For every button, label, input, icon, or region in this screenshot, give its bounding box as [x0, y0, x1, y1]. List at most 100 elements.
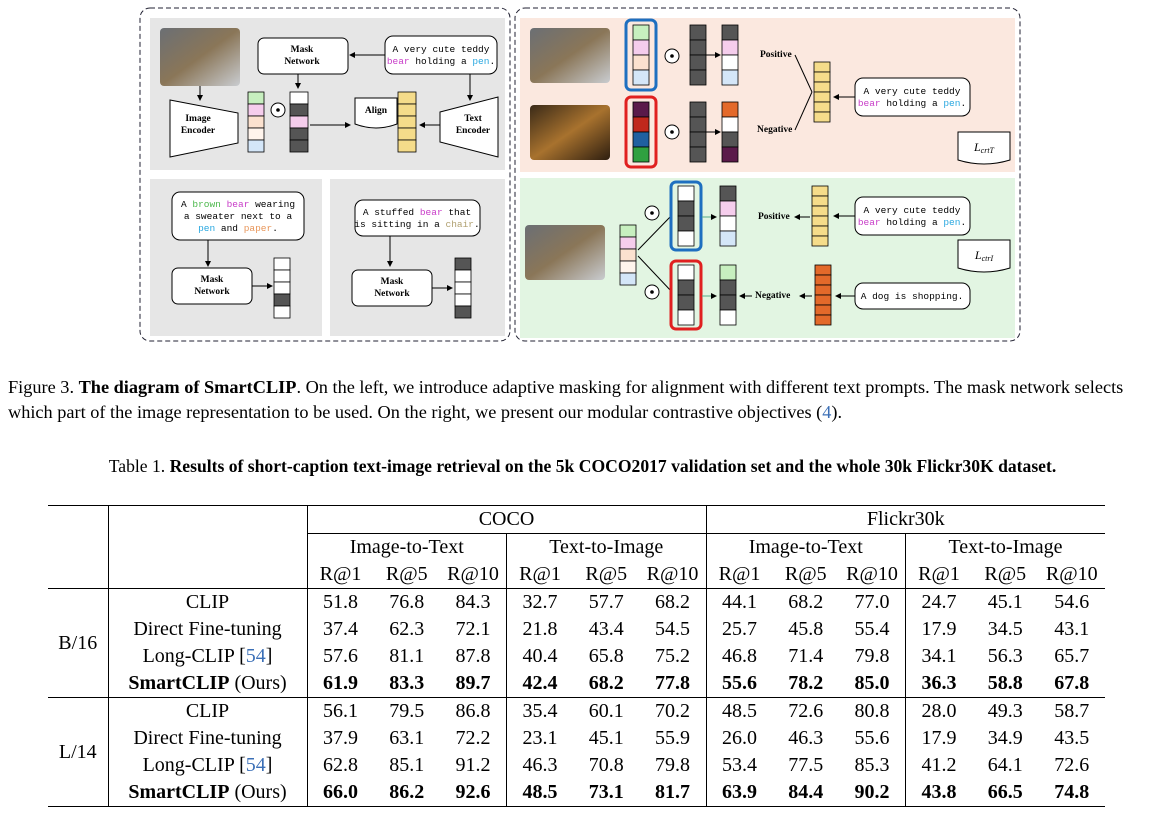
vector-cell: [813, 81, 831, 93]
value: 55.9: [655, 727, 690, 749]
table-row: Long-CLIP [54] 62.8 85.1 91.2 46.3 70.8 79.8 53…: [48, 752, 1105, 779]
right-frame: [514, 7, 1021, 342]
value: 81.1: [389, 645, 425, 667]
positive-label: Positive: [758, 212, 790, 222]
value: 90.2: [839, 779, 906, 807]
value: 85.0: [839, 670, 906, 698]
vector-cell: [814, 314, 832, 326]
backbone: B/16: [48, 588, 108, 698]
mask-network-label: Network: [194, 287, 230, 297]
vector-cell: [454, 269, 472, 283]
mask-network-label: Network: [284, 57, 320, 67]
vector-cell: [619, 236, 637, 250]
method: Direct Fine-tuning: [107, 725, 307, 752]
vector-cell: [813, 61, 831, 73]
vector-cell: [397, 115, 417, 129]
vector-cell: [814, 264, 832, 276]
vector-cell: [619, 272, 637, 286]
vector-cell: [247, 127, 265, 141]
vector-cell: [289, 103, 309, 117]
value: 53.4: [705, 752, 773, 779]
loss-sub: crtT: [981, 146, 995, 155]
vector-cell: [677, 294, 695, 311]
text-run: Direct Fine-tuning: [133, 727, 282, 749]
vector-cell: [397, 103, 417, 117]
vector-cell: [273, 293, 291, 307]
text-run: bear: [420, 207, 443, 218]
results-table: COCO Flickr30k Image-to-Text Text-to-Image I…: [48, 505, 1105, 807]
vector-cell: [719, 294, 737, 311]
text-run: Long-CLIP [: [142, 645, 246, 667]
vector-cell: [811, 215, 829, 227]
value: 76.8: [389, 591, 425, 613]
metric-header: R@1: [306, 561, 374, 589]
vector-cell: [813, 71, 831, 83]
negative-label: Negative: [755, 291, 790, 301]
value: 44.1: [705, 588, 773, 616]
value: 85.3: [854, 754, 890, 776]
metric-header: R@1: [905, 561, 972, 589]
prompt-bubble: [171, 191, 305, 241]
text-run: pen: [943, 98, 960, 109]
value: 77.8: [639, 670, 706, 698]
vector-cell: [454, 281, 472, 295]
value: 48.5: [705, 697, 773, 725]
mask-network-label: Network: [374, 289, 410, 299]
value: 46.8: [705, 643, 773, 670]
text-run: holding a: [881, 217, 944, 228]
table-row: SmartCLIP (Ours) 61.9 83.3 89.7 42.4 68.2 77.8…: [48, 670, 1105, 698]
vector-cell: [719, 215, 737, 232]
vector-cell: [273, 257, 291, 271]
value: 87.8: [455, 645, 491, 667]
value: 17.9: [905, 616, 972, 643]
odot-center: [650, 211, 654, 215]
odot-center: [670, 130, 674, 134]
text-run: brown: [192, 199, 221, 210]
table-row: Direct Fine-tuning 37.4 62.3 72.1 21.8 43.4 54…: [48, 616, 1105, 643]
vector-cell: [454, 257, 472, 271]
vector-cell: [454, 293, 472, 307]
vector-cell: [632, 69, 650, 86]
vector-cell: [719, 230, 737, 247]
text-run: bear: [387, 56, 410, 67]
table-row: R@1 R@5 R@10 R@1 R@5 R@10 R@1 R@5 R@10 R@1 R@5 R@10: [48, 561, 1105, 589]
method: Long-CLIP [54]: [107, 752, 307, 779]
text-run: pen: [472, 56, 489, 67]
vector-cell: [289, 127, 309, 141]
prompt-text: pen and paper.: [198, 223, 278, 234]
value: 37.9: [306, 725, 374, 752]
vector-cell: [632, 54, 650, 71]
vector-cell: [632, 39, 650, 56]
vector-cell: [677, 279, 695, 296]
vector-cell: [397, 91, 417, 105]
text-run: 54: [245, 645, 266, 667]
prompt-text: is sitting in a chair.: [354, 219, 479, 230]
text-run: ]: [265, 645, 273, 667]
vector-cell: [689, 69, 707, 86]
value: 43.5: [1054, 727, 1090, 749]
text-run: A very cute teddy: [864, 205, 961, 216]
value: 89.7: [440, 670, 507, 698]
text-run: CLIP: [185, 591, 230, 613]
value: 43.8: [905, 779, 972, 807]
value: 43.1: [1054, 618, 1090, 640]
text-run: pen: [943, 217, 960, 228]
direction-header: Text-to-Image: [905, 533, 1105, 561]
vector-cell: [814, 294, 832, 306]
vector-cell: [814, 304, 832, 316]
value: 71.4: [788, 645, 824, 667]
vector-cell: [273, 269, 291, 283]
value: 36.3: [905, 670, 972, 698]
vector-cell: [689, 131, 707, 148]
vector-cell: [811, 195, 829, 207]
value: 56.3: [987, 645, 1023, 667]
value: 72.2: [455, 727, 491, 749]
vector-cell: [814, 274, 832, 286]
vector-cell: [813, 101, 831, 113]
vector-cell: [632, 24, 650, 41]
metric-header: R@5: [373, 561, 440, 589]
table-caption: Table 1. Results of short-caption text-i…: [0, 456, 1165, 477]
text-run: wearing: [249, 199, 295, 210]
prompt-text: A very cute teddy: [864, 86, 961, 97]
value: 80.8: [854, 700, 890, 722]
